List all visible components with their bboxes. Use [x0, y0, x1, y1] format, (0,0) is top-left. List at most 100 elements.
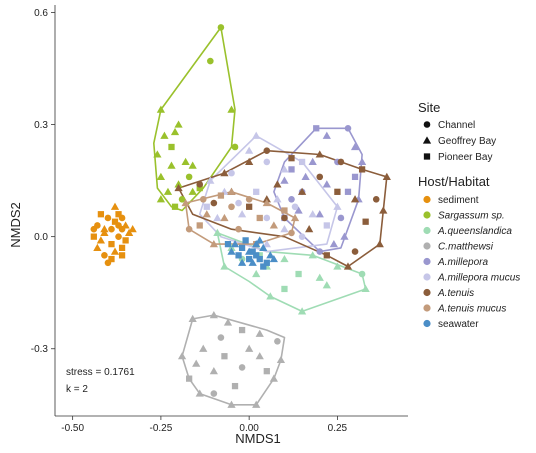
point-a-tenuis: [246, 203, 253, 210]
y-tick-label: 0.0: [34, 232, 48, 243]
legend-label: A.queenslandica: [437, 226, 512, 237]
point-c-matthewsi: [252, 400, 261, 408]
point-sediment: [100, 225, 109, 233]
stress-annotation: stress = 0.1761: [66, 367, 135, 378]
point-seawater: [253, 252, 260, 259]
point-a-tenuis: [210, 199, 218, 207]
hull-layer: [153, 26, 388, 406]
point-a-tenuis-mucus: [245, 195, 253, 203]
point-a-millepora: [294, 206, 303, 214]
point-a-queenslandica: [322, 281, 331, 289]
point-sargassum-sp-: [196, 184, 203, 192]
point-a-queenslandica: [220, 262, 229, 270]
legend-label: A.tenuis mucus: [437, 304, 506, 315]
point-a-queenslandica: [256, 252, 263, 259]
x-tick-label: 0.00: [239, 423, 259, 434]
point-a-millepora: [322, 131, 331, 139]
point-sediment: [110, 247, 120, 255]
legend-color-swatch: [423, 273, 431, 281]
point-sargassum-sp-: [170, 127, 180, 136]
point-c-matthewsi: [192, 359, 201, 367]
point-sediment: [96, 236, 106, 244]
point-a-tenuis: [362, 218, 369, 225]
point-a-tenuis-mucus: [202, 210, 211, 218]
point-a-tenuis: [281, 214, 288, 222]
point-a-millepora-mucus: [213, 213, 222, 222]
point-a-queenslandica: [252, 269, 261, 278]
point-a-millepora-mucus: [253, 188, 260, 195]
point-a-millepora-mucus: [228, 169, 235, 177]
point-a-tenuis: [273, 180, 282, 188]
x-tick-label: 0.25: [328, 423, 348, 434]
legend-color-swatch: [423, 226, 431, 235]
point-a-tenuis: [358, 166, 366, 173]
point-a-queenslandica: [333, 262, 342, 270]
point-c-matthewsi: [223, 318, 233, 326]
point-c-matthewsi: [209, 367, 218, 375]
point-a-millepora-mucus: [203, 203, 210, 210]
point-a-tenuis-mucus: [228, 203, 235, 211]
legend-label: sediment: [438, 195, 479, 206]
point-seawater: [252, 240, 261, 248]
point-a-tenuis-mucus: [269, 221, 278, 229]
point-a-queenslandica: [213, 228, 222, 237]
point-a-tenuis-mucus: [227, 187, 236, 195]
point-a-millepora-mucus: [291, 203, 299, 211]
point-a-millepora: [315, 210, 324, 218]
point-sargassum-sp-: [185, 173, 193, 181]
point-sediment: [118, 252, 126, 259]
point-a-millepora: [344, 125, 352, 132]
point-c-matthewsi: [186, 375, 193, 382]
k-annotation: k = 2: [66, 384, 88, 395]
point-sediment: [108, 255, 115, 263]
point-a-tenuis-mucus: [288, 229, 295, 237]
point-a-tenuis-mucus: [209, 240, 218, 248]
point-a-queenslandica: [280, 254, 289, 263]
shape-legend-title: Site: [418, 100, 440, 115]
point-layer: [90, 24, 391, 408]
point-a-millepora: [288, 166, 295, 173]
point-sargassum-sp-: [160, 131, 169, 139]
point-sediment: [108, 225, 115, 233]
point-a-tenuis-mucus: [181, 198, 190, 207]
point-sediment: [128, 225, 137, 233]
y-tick-label: -0.3: [31, 344, 49, 355]
point-a-queenslandica: [281, 285, 288, 293]
point-sargassum-sp-: [231, 143, 239, 151]
legend-label: seawater: [438, 319, 479, 330]
point-a-queenslandica: [266, 292, 275, 300]
point-a-queenslandica: [295, 270, 302, 278]
point-sediment: [110, 202, 120, 210]
point-sediment: [90, 225, 98, 233]
point-sediment: [104, 214, 112, 222]
legend-label: A.millepora mucus: [437, 273, 520, 284]
point-c-matthewsi: [238, 364, 246, 371]
point-seawater: [238, 244, 246, 251]
point-a-tenuis-mucus: [235, 225, 242, 233]
point-a-millepora-mucus: [263, 214, 271, 222]
legend-color-swatch: [423, 242, 431, 250]
point-sargassum-sp-: [167, 161, 176, 169]
point-sediment: [118, 214, 126, 222]
legend-color-swatch: [423, 288, 431, 297]
point-seawater: [248, 258, 257, 266]
point-sargassum-sp-: [174, 180, 183, 188]
point-seawater: [249, 248, 256, 255]
y-axis-title: NMDS2: [8, 202, 23, 248]
point-a-tenuis: [262, 195, 271, 203]
point-seawater: [227, 247, 236, 255]
hull-a-millepora-mucus: [198, 135, 339, 253]
legend-label: Sargassum sp.: [438, 211, 505, 222]
point-a-millepora-mucus: [298, 233, 306, 240]
point-sediment: [122, 237, 129, 244]
point-a-tenuis: [350, 195, 360, 203]
point-sargassum-sp-: [156, 172, 166, 180]
legend-label: C.matthewsi: [438, 242, 494, 253]
point-a-tenuis-mucus: [185, 225, 193, 233]
point-a-tenuis: [297, 187, 307, 195]
point-a-tenuis-mucus: [196, 222, 203, 229]
point-a-tenuis-mucus: [262, 198, 271, 207]
point-a-millepora-mucus: [298, 158, 306, 166]
point-seawater: [260, 263, 267, 270]
point-seawater: [246, 255, 253, 263]
